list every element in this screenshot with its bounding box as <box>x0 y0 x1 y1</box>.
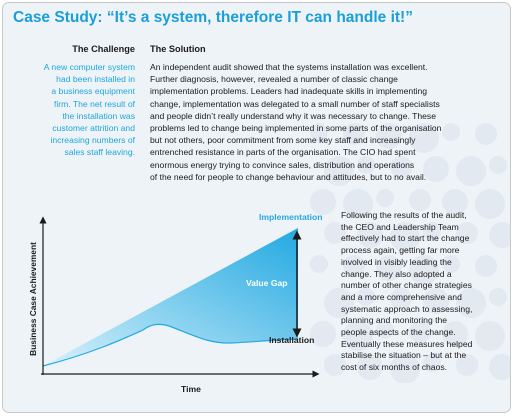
value-gap-diagram: Implementation Value Gap Installation Bu… <box>28 212 323 394</box>
decorative-dot <box>343 189 373 219</box>
following-line: number of other change strategies <box>341 280 472 291</box>
x-axis-label: Time <box>181 384 201 394</box>
decorative-dot <box>475 321 505 351</box>
value-gap-label: Value Gap <box>246 278 288 288</box>
solution-line: Further diagnosis, however, revealed a n… <box>150 74 398 85</box>
following-line: planning and monitoring the <box>341 315 448 326</box>
following-text: Following the results of the audit, the … <box>341 210 503 374</box>
decorative-dot <box>324 354 346 376</box>
decorative-dot <box>357 288 375 306</box>
following-line: and a more comprehensive and <box>341 291 462 302</box>
decorative-dot <box>390 288 412 310</box>
decorative-dot <box>475 123 497 145</box>
decorative-dot <box>423 156 449 182</box>
decorative-dot <box>310 321 336 347</box>
challenge-line: A new computer system <box>43 62 135 72</box>
decorative-dot <box>409 255 439 285</box>
solution-line: problems led to change being implemented… <box>150 123 442 134</box>
decorative-dot <box>456 354 478 376</box>
decorative-dot <box>423 288 449 314</box>
decorative-dot <box>442 255 460 273</box>
decorative-dot <box>409 189 431 211</box>
decorative-dot <box>442 189 468 215</box>
decorative-dot <box>390 156 412 178</box>
challenge-heading: The Challenge <box>72 44 135 54</box>
following-line: effectively had to start the change <box>341 233 470 244</box>
solution-line: of the need for people to change behavio… <box>150 171 427 182</box>
decorative-dot <box>310 255 328 273</box>
decorative-dot <box>489 156 507 174</box>
challenge-line: firm. The net result of <box>53 98 135 109</box>
decorative-dot-pattern <box>310 123 510 383</box>
decorative-dot <box>343 123 365 145</box>
challenge-line: increasing numbers of <box>50 135 135 146</box>
challenge-line: customer attrition and <box>52 123 135 134</box>
following-line: Following the results of the audit, <box>341 210 467 220</box>
following-line: change. They also adopted a <box>341 268 452 279</box>
following-line: cost of six months of chaos. <box>341 362 448 373</box>
decorative-dot <box>357 222 383 248</box>
challenge-line: sales staff leaving. <box>64 147 135 158</box>
decorative-dot <box>376 189 394 207</box>
decorative-dot <box>442 123 460 141</box>
decorative-dot <box>475 255 497 277</box>
decorative-dot <box>324 288 354 318</box>
decorative-dot <box>456 288 486 318</box>
decorative-dot <box>343 321 373 351</box>
following-line: the CEO and Leadership Team <box>341 221 459 232</box>
installation-label: Installation <box>269 335 314 345</box>
decorative-dot <box>456 222 478 244</box>
decorative-dot <box>409 123 439 153</box>
solution-line: enormous energy trying to convince sales… <box>150 159 415 170</box>
decorative-dot <box>409 321 431 343</box>
decorative-dot <box>357 156 375 174</box>
following-line: Eventually these measures helped <box>341 338 473 349</box>
solution-text: An independent audit showed that the sys… <box>150 61 472 183</box>
challenge-line: had been installed in <box>56 74 135 85</box>
installation-curve <box>42 323 299 367</box>
decorative-dot <box>310 189 336 215</box>
decorative-dot <box>489 288 507 306</box>
challenge-line: the installation was <box>62 110 135 121</box>
following-line: stabilise the situation – but at the <box>341 350 467 361</box>
decorative-dot <box>357 354 383 380</box>
y-axis-label: Business Case Achievement <box>28 242 38 356</box>
decorative-dot <box>310 123 328 141</box>
decorative-dot <box>442 321 468 347</box>
decorative-dot <box>423 354 441 372</box>
solution-line: implementation problems. Leaders had ina… <box>150 86 428 97</box>
following-line: process again, getting far more <box>341 245 460 256</box>
challenge-line: a business equipment <box>51 86 135 97</box>
solution-line: entrenched resistance in parts of the or… <box>150 147 416 158</box>
decorative-dot <box>456 156 486 186</box>
solution-heading: The Solution <box>150 44 206 54</box>
solution-line: and people didn’t really understand why … <box>150 110 436 121</box>
following-line: people aspects of the change. <box>341 327 456 338</box>
challenge-text: A new computer system had been installed… <box>3 61 135 159</box>
decorative-dot <box>489 354 510 380</box>
decorative-dot <box>489 222 510 248</box>
decorative-dot <box>324 156 354 186</box>
following-line: systematic approach to assessing, <box>341 303 473 314</box>
decorative-dot <box>390 222 420 252</box>
following-line: involved in visibly leading the <box>341 256 452 267</box>
decorative-dot <box>390 354 420 383</box>
value-gap-area <box>43 228 298 366</box>
decorative-dot <box>423 222 441 240</box>
decorative-dot <box>376 123 402 149</box>
case-study-title: Case Study: “It’s a system, therefore IT… <box>13 9 413 26</box>
solution-line: change, implementation was delegated to … <box>150 98 440 109</box>
implementation-label: Implementation <box>259 212 323 222</box>
decorative-dot <box>343 255 365 277</box>
decorative-dot <box>324 222 346 244</box>
decorative-dot <box>376 255 402 281</box>
decorative-dot <box>475 189 505 219</box>
solution-line: An independent audit showed that the sys… <box>150 62 428 72</box>
case-study-panel: Case Study: “It’s a system, therefore IT… <box>2 2 511 413</box>
decorative-dot <box>376 321 394 339</box>
solution-line: but not others, poor commitment from som… <box>150 135 416 146</box>
